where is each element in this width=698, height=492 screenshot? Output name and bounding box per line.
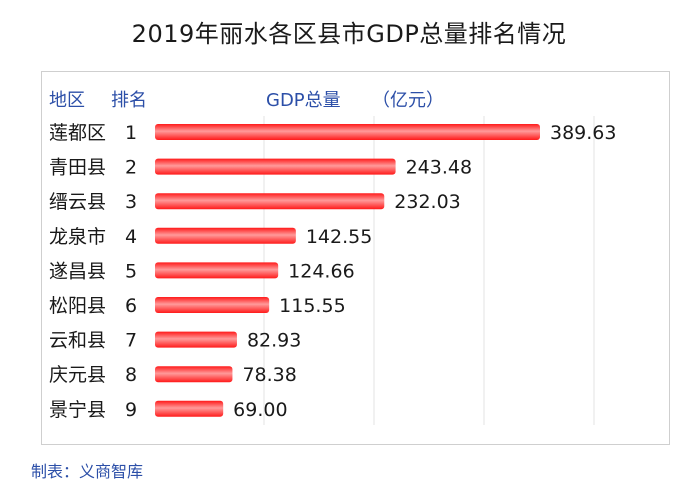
- category-label: 松阳县: [49, 295, 106, 317]
- bar: [155, 297, 270, 313]
- rank-label: 8: [125, 364, 137, 386]
- value-label: 115.55: [279, 295, 345, 317]
- category-label: 龙泉市: [49, 226, 106, 248]
- category-label: 庆元县: [49, 364, 106, 386]
- rank-label: 3: [125, 191, 137, 213]
- value-label: 142.55: [306, 226, 372, 248]
- bar: [155, 400, 224, 417]
- category-label: 缙云县: [49, 191, 106, 213]
- bar: [155, 262, 279, 279]
- chart-title: 2019年丽水各区县市GDP总量排名情况: [131, 20, 567, 48]
- category-label: 景宁县: [49, 399, 106, 421]
- value-label: 69.00: [233, 399, 287, 421]
- rank-label: 9: [125, 399, 137, 421]
- category-label: 莲都区: [49, 122, 106, 144]
- rank-label: 5: [125, 260, 137, 282]
- category-label: 云和县: [49, 330, 106, 352]
- value-label: 82.93: [247, 330, 301, 352]
- gdp-column-header: GDP总量: [266, 90, 341, 111]
- credit-text: 制表：义商智库: [31, 462, 144, 481]
- category-label: 青田县: [49, 157, 106, 179]
- rank-label: 2: [125, 157, 137, 179]
- bar: [155, 366, 233, 383]
- rank-column-header: 排名: [111, 90, 147, 111]
- bar: [155, 193, 385, 210]
- value-label: 124.66: [288, 260, 354, 282]
- rank-label: 6: [125, 295, 137, 317]
- rank-label: 1: [125, 122, 137, 144]
- region-column-header: 地区: [49, 90, 85, 111]
- value-label: 232.03: [394, 191, 460, 213]
- rank-label: 4: [125, 226, 137, 248]
- value-label: 243.48: [406, 157, 472, 179]
- unit-label: （亿元）: [372, 90, 444, 111]
- bar: [155, 227, 296, 244]
- category-label: 遂昌县: [49, 260, 106, 282]
- rank-label: 7: [125, 330, 137, 352]
- value-label: 389.63: [550, 122, 616, 144]
- bar: [155, 124, 540, 140]
- bar: [155, 331, 237, 348]
- value-label: 78.38: [242, 364, 296, 386]
- bar: [155, 158, 396, 175]
